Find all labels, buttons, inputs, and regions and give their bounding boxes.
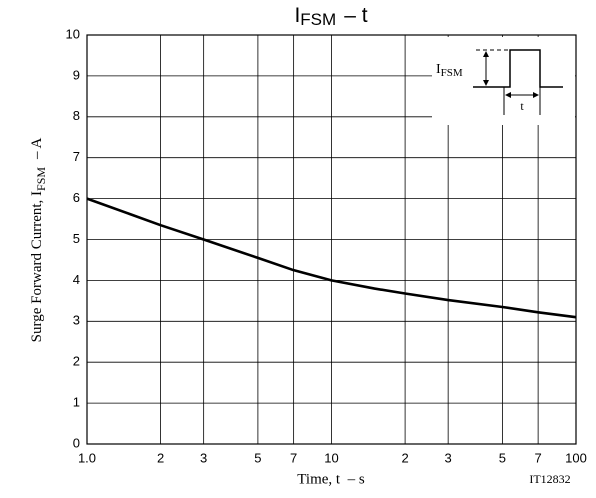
inset-current-sub: FSM [441,67,463,79]
x-tick-label: 5 [499,450,506,465]
y-label-rest: – A [29,138,45,160]
inset-time-label: t [520,99,524,113]
inset-arrowhead [483,80,489,86]
x-tick-label: 100 [565,450,587,465]
y-label-main: Surge Forward Current, I [29,191,45,342]
title-main: I [294,4,300,27]
y-tick-label: 9 [73,67,80,82]
x-tick-label: 7 [535,450,542,465]
x-axis-label: Time, t – s [297,471,365,487]
x-tick-label: 3 [445,450,452,465]
y-tick-label: 5 [73,231,80,246]
x-tick-label: 1.0 [78,450,96,465]
chart-title: IFSM – t [294,4,367,30]
data-line [86,197,577,319]
title-rest: – t [344,4,368,27]
axis-frame [86,34,577,445]
y-tick-label: 3 [73,313,80,328]
y-axis-label: Surge Forward Current, IFSM – A [29,138,47,343]
x-tick-label: 2 [157,450,164,465]
inset-arrowhead [483,51,489,57]
y-tick-label: 7 [73,149,80,164]
inset-arrowhead [505,92,511,98]
y-tick-label: 6 [73,190,80,205]
inset-current-label: IFSM [436,62,463,78]
y-label-sub: FSM [34,167,48,191]
y-tick-label: 8 [73,108,80,123]
x-tick-label: 10 [324,450,338,465]
annotation: IT12832 [529,472,570,486]
y-tick-label: 4 [73,272,80,287]
y-tick-label: 10 [66,26,80,41]
x-tick-label: 3 [200,450,207,465]
y-tick-label: 2 [73,354,80,369]
y-tick-label: 0 [73,435,80,450]
x-tick-label: 7 [290,450,297,465]
inset-arrowhead [533,92,539,98]
x-tick-label: 2 [401,450,408,465]
title-sub: FSM [300,10,336,29]
x-tick-label: 5 [254,450,261,465]
inset-diagram: IFSM t [432,37,575,125]
y-tick-label: 1 [73,395,80,410]
inset-current-main: I [436,62,441,77]
